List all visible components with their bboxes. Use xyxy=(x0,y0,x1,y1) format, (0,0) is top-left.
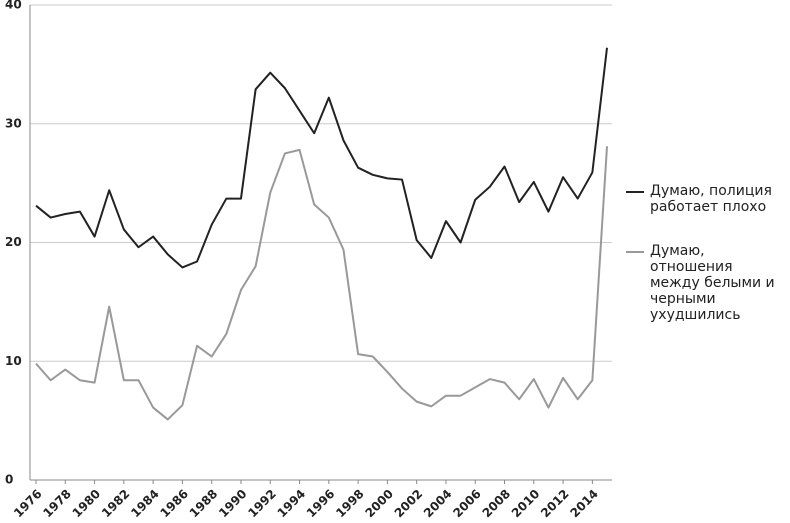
x-tick-label: 1994 xyxy=(275,487,309,521)
legend-swatch xyxy=(626,191,644,193)
y-tick-label: 30 xyxy=(5,116,22,130)
x-tick-label: 1998 xyxy=(333,487,367,521)
x-tick-label: 1978 xyxy=(40,487,74,521)
legend-label: Думаю, полиция работает плохо xyxy=(650,183,772,215)
x-tick-label: 1976 xyxy=(11,487,45,521)
x-tick-label: 2012 xyxy=(538,487,572,521)
x-tick-label: 2004 xyxy=(421,487,455,521)
y-tick-label: 20 xyxy=(5,235,22,249)
x-tick-label: 2006 xyxy=(450,487,484,521)
x-tick-label: 1980 xyxy=(70,487,104,521)
x-tick-label: 1996 xyxy=(304,487,338,521)
x-tick-label: 2008 xyxy=(480,487,514,521)
x-tick-label: 1984 xyxy=(128,487,162,521)
x-tick-label: 2010 xyxy=(509,487,543,521)
x-tick-label: 1988 xyxy=(187,487,221,521)
x-tick-label: 2000 xyxy=(362,487,396,521)
x-tick-label: 1982 xyxy=(99,487,133,521)
legend-entry: Думаю, отношения между белыми и черными … xyxy=(626,243,776,323)
y-tick-label: 10 xyxy=(5,354,22,368)
x-tick-label: 1992 xyxy=(245,487,279,521)
series-line xyxy=(35,47,608,269)
x-tick-label: 1986 xyxy=(157,487,191,521)
x-tick-label: 2014 xyxy=(567,487,601,521)
legend-entry: Думаю, полиция работает плохо xyxy=(626,183,776,215)
x-tick-label: 1990 xyxy=(216,487,250,521)
x-tick-label: 2002 xyxy=(392,487,426,521)
y-tick-label: 0 xyxy=(5,473,13,487)
legend-swatch xyxy=(626,251,644,253)
y-tick-label: 40 xyxy=(5,0,22,12)
series-line xyxy=(35,146,608,421)
legend-label: Думаю, отношения между белыми и черными … xyxy=(650,243,775,323)
